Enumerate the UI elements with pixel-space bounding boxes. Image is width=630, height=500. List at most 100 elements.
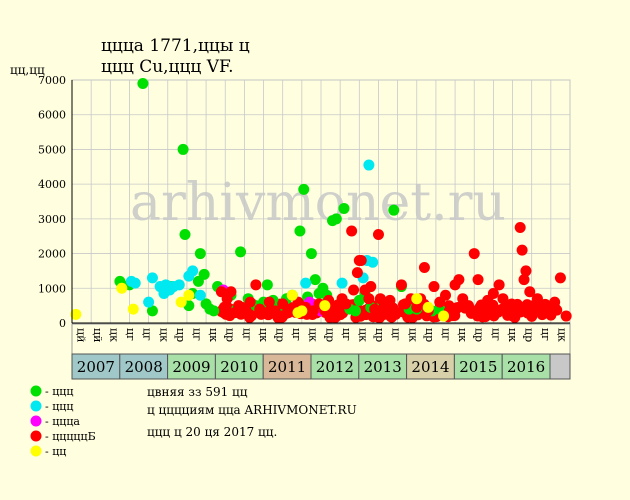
month-label: цк [108, 328, 121, 342]
data-point [296, 305, 308, 317]
data-point [263, 296, 275, 308]
month-label: цг [390, 328, 403, 341]
year-cell [358, 353, 408, 380]
data-point [219, 303, 231, 315]
month-label: цй [74, 328, 87, 342]
data-point [332, 307, 344, 319]
data-point [462, 300, 474, 312]
month-label: цг [141, 328, 154, 341]
x-axis-year-band: 2007 2008 2009 2010 2011 2012 2013 2014 2015 2016 [71, 353, 571, 380]
legend-marker [30, 415, 42, 427]
data-point [175, 296, 187, 308]
data-point [198, 268, 210, 280]
year-label: 2007 [77, 358, 115, 376]
data-point [116, 282, 128, 294]
data-point [476, 303, 488, 315]
data-point [365, 281, 377, 293]
year-cell [71, 353, 121, 380]
month-label: цк [506, 328, 519, 342]
data-point [363, 159, 375, 171]
month-label: цр [323, 328, 336, 342]
month-label: цк [556, 328, 569, 342]
data-point [514, 222, 526, 234]
data-point [187, 265, 199, 277]
data-point [258, 307, 270, 319]
year-cell-end [549, 353, 571, 380]
legend-label: - цццццБ [45, 430, 96, 443]
y-tick-label: 7000 [38, 74, 66, 87]
chart-title-line2: ццц Cu,ццц VF. [101, 57, 234, 77]
legend-marker [30, 385, 42, 397]
year-label: 2014 [411, 358, 449, 376]
data-point [235, 246, 247, 258]
data-point [349, 305, 361, 317]
month-label: цр [224, 328, 237, 342]
legend-label: - ццца [45, 415, 80, 428]
data-point [411, 293, 423, 305]
axes [71, 80, 570, 324]
data-point [390, 308, 402, 320]
data-point [336, 277, 348, 289]
year-label: 2010 [220, 358, 258, 376]
year-cell [310, 353, 360, 380]
month-band [71, 323, 571, 355]
year-cell [501, 353, 551, 380]
legend-marker [30, 430, 42, 442]
month-label: цг [539, 328, 552, 341]
data-point [137, 77, 149, 89]
data-point [520, 265, 532, 277]
data-point [173, 279, 185, 291]
data-point [422, 301, 434, 313]
data-point [418, 261, 430, 273]
month-label: цр [473, 328, 486, 342]
y-tick-label: 6000 [38, 109, 66, 122]
data-point [487, 287, 499, 299]
y-tick-label: 4000 [38, 178, 66, 191]
year-cell [214, 353, 264, 380]
data-point [194, 289, 206, 301]
month-label: цг [340, 328, 353, 341]
data-point [369, 303, 381, 315]
data-point [127, 303, 139, 315]
x-axis-month-band: цй цй цк цг цг цк цр цг цк цр цг цк цр цг цк цр цг цк цр цг… [71, 323, 571, 355]
y-tick-label: 2000 [38, 248, 66, 261]
data-point [286, 289, 298, 301]
data-point [194, 248, 206, 260]
month-label: цр [174, 328, 187, 342]
data-point [238, 305, 250, 317]
y-tick-label: 3000 [38, 213, 66, 226]
data-point [428, 281, 440, 293]
data-point [363, 293, 375, 305]
data-point [143, 296, 155, 308]
legend-marker [30, 445, 42, 457]
data-point [277, 298, 289, 310]
month-label: цк [357, 328, 370, 342]
data-point [330, 213, 342, 225]
month-label: цг [240, 328, 253, 341]
month-label: цй [91, 328, 104, 342]
data-point [549, 296, 561, 308]
month-label: цк [307, 328, 320, 342]
legend: - ццц - ццц - ццца - цццццБ - цц [30, 385, 96, 458]
data-point [468, 248, 480, 260]
year-label: 2011 [268, 358, 306, 376]
legend-marker [30, 400, 42, 412]
month-label: цг [124, 328, 137, 341]
legend-label: - ццц [45, 400, 73, 413]
data-points [70, 77, 572, 322]
data-point [524, 286, 536, 298]
data-point [348, 284, 360, 296]
year-cell [406, 353, 455, 380]
data-point [372, 228, 384, 240]
data-point [250, 279, 262, 291]
data-point [208, 305, 220, 317]
chart-title-line1: ццца 1771,ццы ц [101, 36, 250, 56]
legend-label: - цц [45, 445, 66, 458]
month-label: цг [290, 328, 303, 341]
info-line3: ццц ц 20 ця 2017 цц. [147, 425, 277, 439]
y-tick-label: 5000 [38, 143, 66, 156]
data-point [183, 289, 195, 301]
data-point [351, 267, 363, 279]
month-label: цг [440, 328, 453, 341]
data-point [395, 279, 407, 291]
